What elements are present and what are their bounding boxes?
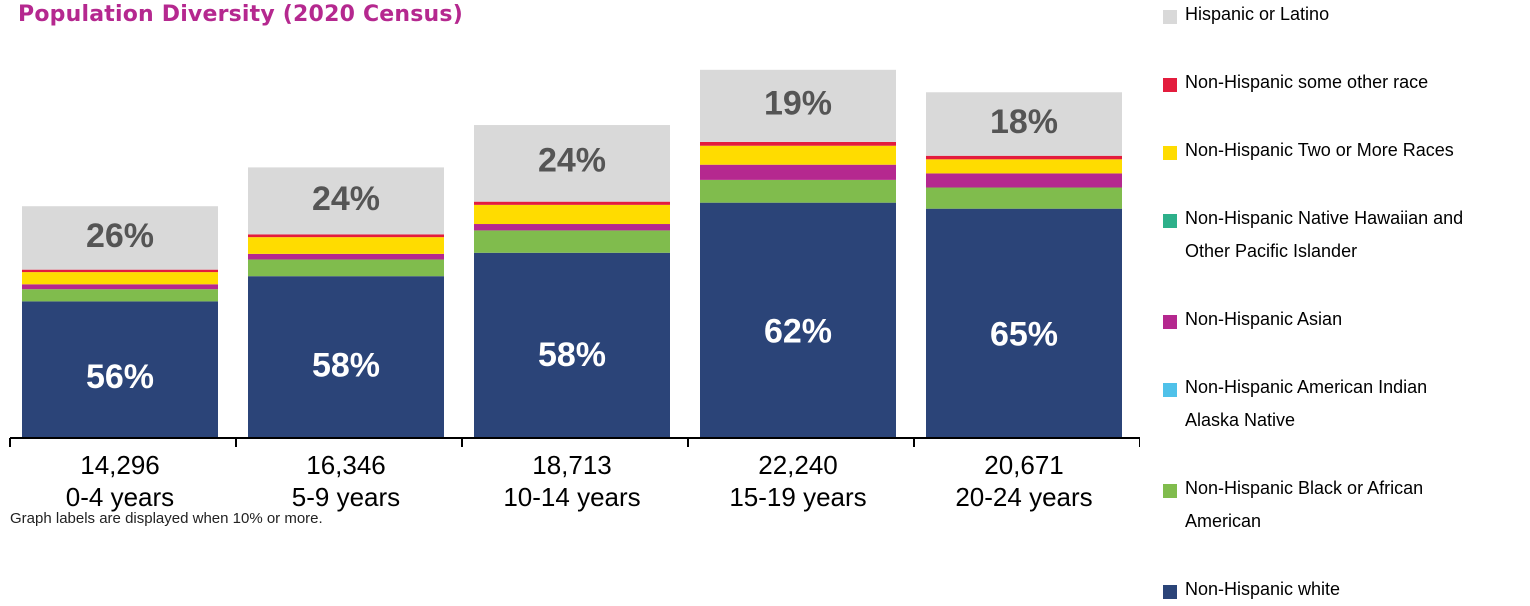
bars-group: 56% 26% 58% 24% 58% 24% 62% 19% 65% 18% xyxy=(22,69,1122,438)
bar-segment-non-hispanic-black-or-african-american xyxy=(700,179,896,203)
bar-segment-non-hispanic-some-other-race xyxy=(700,141,896,146)
bar-segment-hispanic-or-latino xyxy=(22,206,218,270)
bar-segment-non-hispanic-white xyxy=(926,208,1122,438)
data-label: 18% xyxy=(990,103,1058,141)
bar-segment-non-hispanic-two-or-more-races xyxy=(248,237,444,254)
legend-swatch xyxy=(1163,146,1177,160)
bar-segment-non-hispanic-black-or-african-american xyxy=(22,289,218,302)
bar-segment-non-hispanic-asian xyxy=(926,173,1122,188)
bar-segment-hispanic-or-latino xyxy=(926,92,1122,156)
tick-label-total: 14,296 xyxy=(80,450,160,480)
bar-segment-hispanic-or-latino xyxy=(700,69,896,142)
bar-segment-non-hispanic-asian xyxy=(248,253,444,260)
legend-label: Non-Hispanic Black or African American xyxy=(1185,478,1424,531)
legend-swatch xyxy=(1163,484,1177,498)
tick-label-category: 15-19 years xyxy=(729,482,866,512)
data-label: 24% xyxy=(538,142,606,180)
tick-label-total: 22,240 xyxy=(758,450,838,480)
tick-label-total: 16,346 xyxy=(306,450,386,480)
tick-label-category: 10-14 years xyxy=(503,482,640,512)
bar-segment-non-hispanic-white xyxy=(248,276,444,438)
legend-swatch xyxy=(1163,214,1177,228)
bar-segment-non-hispanic-black-or-african-american xyxy=(926,187,1122,209)
stacked-bar-chart: 56% 26% 58% 24% 58% 24% 62% 19% 65% 18% 14,2960-4… xyxy=(9,69,1140,512)
bar-segment-non-hispanic-some-other-race xyxy=(22,269,218,273)
tick-label-total: 18,713 xyxy=(532,450,612,480)
bar-segment-hispanic-or-latino xyxy=(248,167,444,235)
legend-swatch xyxy=(1163,10,1177,24)
legend-label: Non-Hispanic American Indian Alaska Nativ… xyxy=(1185,377,1428,430)
bar-segment-non-hispanic-black-or-african-american xyxy=(474,230,670,253)
legend-item: Non-Hispanic Two or More Races xyxy=(1163,140,1525,167)
chart-title: Population Diversity (2020 Census) xyxy=(18,2,463,27)
legend-swatch xyxy=(1163,383,1177,397)
bar-segment-non-hispanic-black-or-african-american xyxy=(248,259,444,277)
data-label: 58% xyxy=(538,336,606,374)
tick-label-category: 20-24 years xyxy=(955,482,1092,512)
bar-segment-non-hispanic-some-other-race xyxy=(474,201,670,205)
legend-item: Non-Hispanic Native Hawaiian and Other Pa… xyxy=(1163,208,1525,268)
tick-label-category: 0-4 years xyxy=(66,482,174,512)
legend-label: Non-Hispanic white xyxy=(1185,579,1341,599)
legend-item: Non-Hispanic some other race xyxy=(1163,72,1525,99)
tick-label-category: 5-9 years xyxy=(292,482,400,512)
legend-item: Non-Hispanic American Indian Alaska Nativ… xyxy=(1163,377,1525,437)
legend-swatch xyxy=(1163,315,1177,329)
legend-item: Non-Hispanic Asian xyxy=(1163,309,1525,336)
bar-segment-hispanic-or-latino xyxy=(474,125,670,202)
bar-segment-non-hispanic-two-or-more-races xyxy=(926,159,1122,174)
bar-segment-non-hispanic-two-or-more-races xyxy=(700,145,896,165)
bar-segment-non-hispanic-two-or-more-races xyxy=(22,272,218,285)
bar-segment-non-hispanic-some-other-race xyxy=(926,155,1122,160)
data-label: 62% xyxy=(764,313,832,351)
legend-label: Hispanic or Latino xyxy=(1185,4,1330,24)
legend-label: Non-Hispanic Two or More Races xyxy=(1185,140,1454,160)
legend-label: Non-Hispanic some other race xyxy=(1185,72,1429,92)
footnote: Graph labels are displayed when 10% or m… xyxy=(10,510,323,527)
bar-segment-non-hispanic-white xyxy=(700,202,896,438)
tick-label-total: 20,671 xyxy=(984,450,1064,480)
bar-segment-non-hispanic-asian xyxy=(474,224,670,231)
legend-label: Non-Hispanic Asian xyxy=(1185,309,1343,329)
bar-segment-non-hispanic-white xyxy=(22,301,218,438)
legend-label: Non-Hispanic Native Hawaiian and Other Pa… xyxy=(1185,208,1464,261)
legend-item: Non-Hispanic white xyxy=(1163,579,1525,606)
bar-segment-non-hispanic-white xyxy=(474,252,670,438)
bar-segment-non-hispanic-some-other-race xyxy=(248,234,444,238)
legend-item: Non-Hispanic Black or African American xyxy=(1163,478,1525,538)
legend-item: Hispanic or Latino xyxy=(1163,4,1525,31)
data-label: 19% xyxy=(764,85,832,123)
bar-segment-non-hispanic-two-or-more-races xyxy=(474,204,670,225)
data-label: 24% xyxy=(312,180,380,218)
data-label: 65% xyxy=(990,316,1058,354)
legend-swatch xyxy=(1163,78,1177,92)
legend-swatch xyxy=(1163,585,1177,599)
bar-segment-non-hispanic-asian xyxy=(700,164,896,180)
data-label: 26% xyxy=(86,217,154,255)
data-label: 56% xyxy=(86,358,154,396)
bar-segment-non-hispanic-asian xyxy=(22,284,218,290)
data-label: 58% xyxy=(312,347,380,385)
